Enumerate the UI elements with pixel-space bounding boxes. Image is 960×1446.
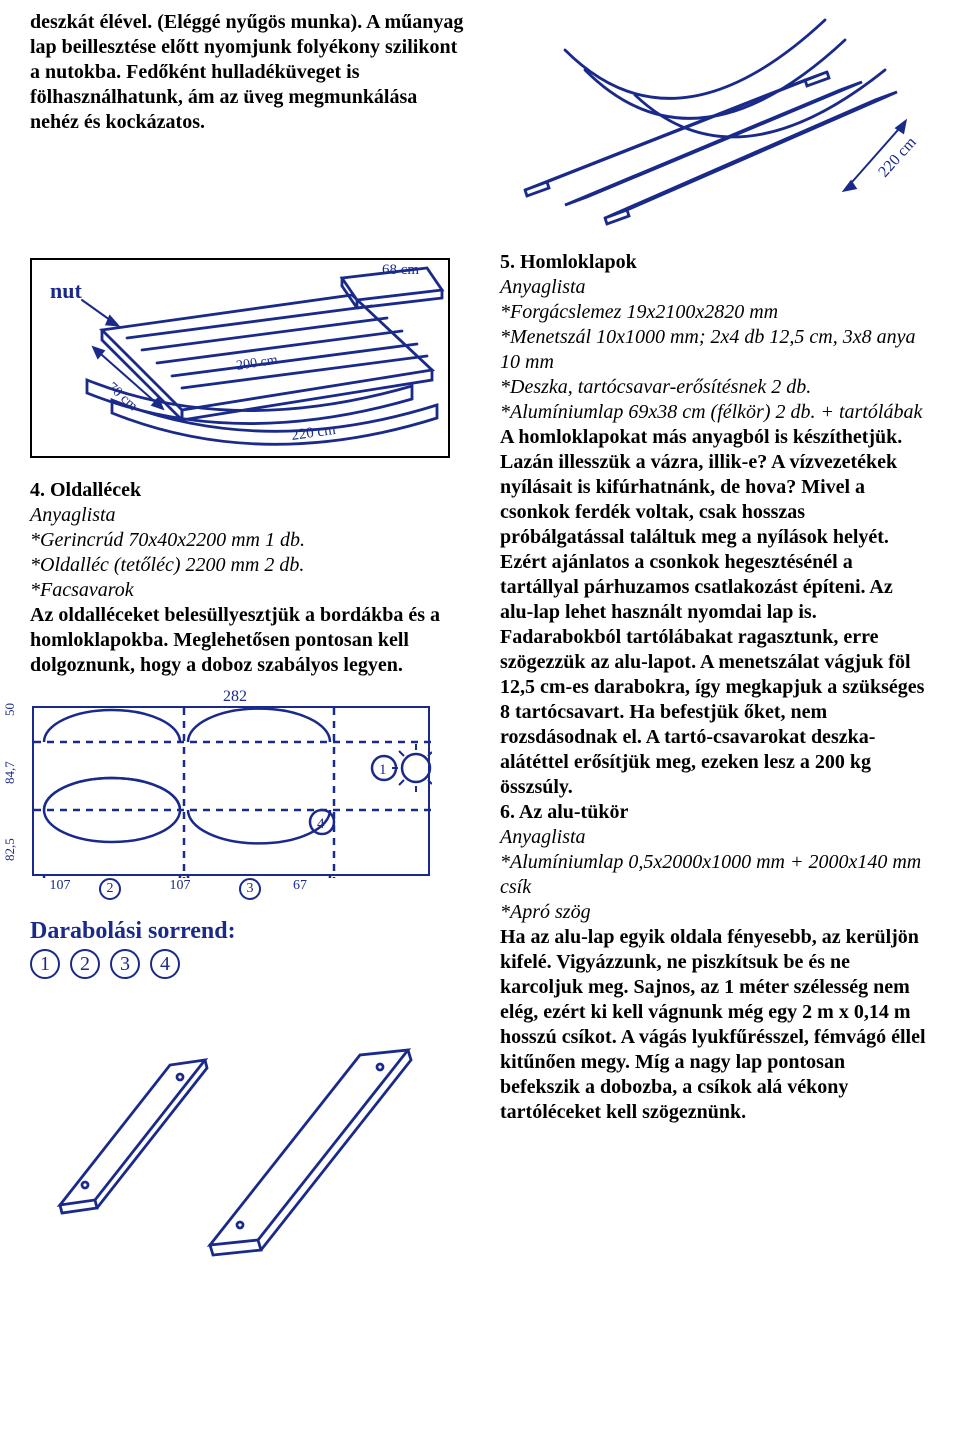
section5-body: A homloklapokat más anyagból is készíthe… (500, 425, 930, 800)
section4-item-1: *Oldalléc (tetőléc) 2200 mm 2 db. (30, 553, 470, 578)
section5-item-1: *Menetszál 10x1000 mm; 2x4 db 12,5 cm, 3… (500, 325, 930, 375)
section6-listtitle: Anyaglista (500, 825, 930, 850)
curve-sketch: 220 cm (505, 10, 925, 230)
section4-body: Az oldalléceket belesüllyesztjük a bordá… (30, 603, 470, 678)
svg-text:1: 1 (379, 762, 387, 778)
section6-body: Ha az alu-lap egyik oldala fényesebb, az… (500, 925, 930, 1125)
svg-text:220 cm: 220 cm (875, 134, 920, 181)
section5-item-2: *Deszka, tartócsavar-erősítésnek 2 db. (500, 375, 930, 400)
svg-text:4: 4 (317, 816, 325, 832)
section6-item-1: *Apró szög (500, 900, 930, 925)
section5-listtitle: Anyaglista (500, 275, 930, 300)
cut-sketch: 282 50 84,7 82,5 (30, 688, 440, 900)
section4-listtitle: Anyaglista (30, 503, 470, 528)
svg-text:68 cm: 68 cm (382, 262, 419, 278)
svg-text:200 cm: 200 cm (235, 353, 279, 374)
cut-order: Darabolási sorrend: 1 2 3 4 (30, 918, 470, 979)
section5-item-3: *Alumíniumlap 69x38 cm (félkör) 2 db. + … (500, 400, 930, 425)
section5-item-0: *Forgácslemez 19x2100x2820 mm (500, 300, 930, 325)
intro-paragraph: deszkát élével. (Eléggé nyűgös munka). A… (30, 10, 470, 135)
nut-sketch: nut 68 cm 200 cm 220 cm 70 cm (30, 258, 450, 458)
bars-sketch (30, 1005, 450, 1265)
section6-item-0: *Alumíniumlap 0,5x2000x1000 mm + 2000x14… (500, 850, 930, 900)
section4-item-2: *Facsavarok (30, 578, 470, 603)
section4-item-0: *Gerincrúd 70x40x2200 mm 1 db. (30, 528, 470, 553)
svg-text:nut: nut (50, 278, 82, 303)
section6-title: 6. Az alu-tükör (500, 800, 930, 825)
section5-title: 5. Homloklapok (500, 250, 930, 275)
section4-title: 4. Oldallécek (30, 478, 470, 503)
